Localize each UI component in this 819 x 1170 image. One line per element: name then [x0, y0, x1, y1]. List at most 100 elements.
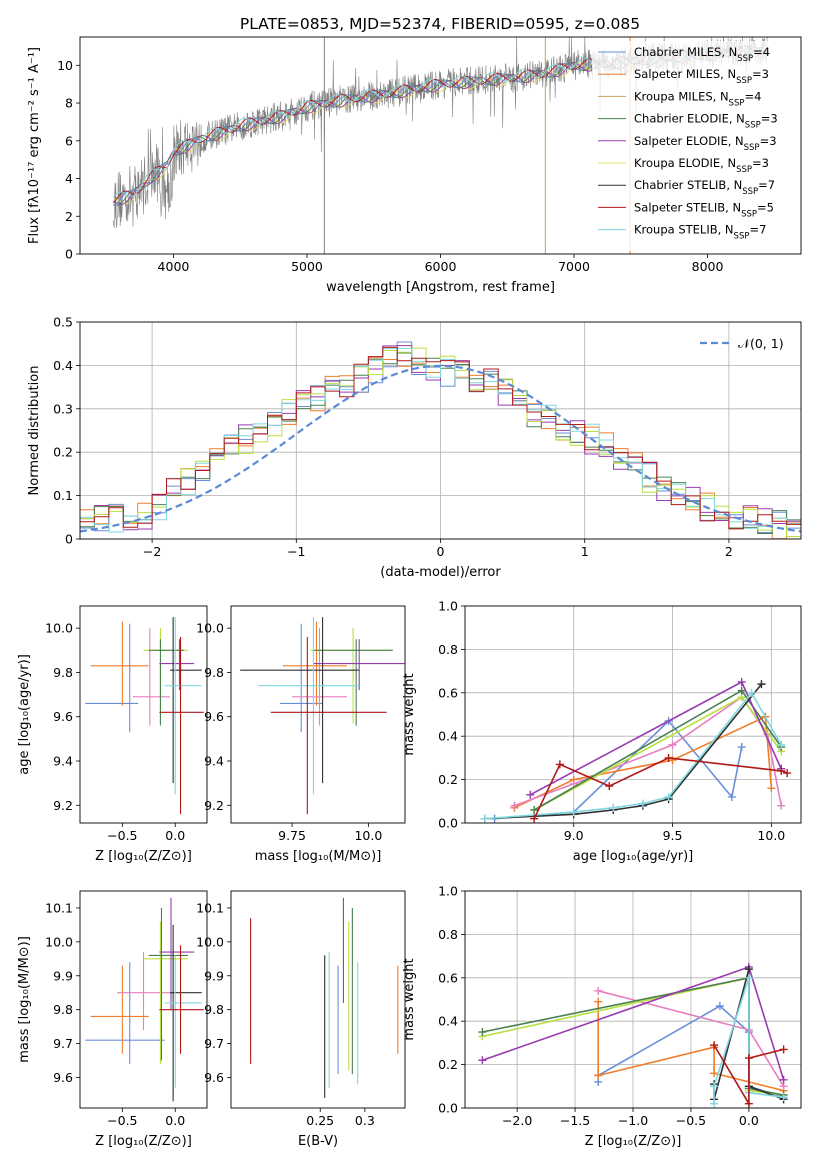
y-tick-label: 1.0 — [438, 599, 458, 614]
legend-subscript: SSP — [734, 232, 750, 242]
y-tick-label: 0.0 — [438, 1101, 458, 1116]
figure-title: PLATE=0853, MJD=52374, FIBERID=0595, z=0… — [240, 15, 640, 33]
y-tick-label: 9.8 — [53, 1002, 73, 1017]
panel-spectrum: 4000 5000 6000 7000 8000 0 2 4 6 8 10 wavelength [A… — [27, 36, 802, 295]
y-tick-label: 10.0 — [196, 621, 224, 636]
x-axis-label: Z [log₁₀(Z/Z⊙)] — [95, 849, 192, 864]
gaussian-reference-line — [80, 364, 801, 533]
x-tick-label: −1 — [287, 544, 305, 559]
x-tick-label: −2.0 — [502, 1113, 532, 1128]
mass-weight-marker — [478, 1056, 487, 1065]
axes-frame — [79, 605, 208, 824]
mass-weight-marker — [594, 1071, 603, 1080]
y-tick-label: 9.8 — [53, 665, 73, 680]
y-tick-label: 8 — [65, 96, 73, 111]
y-tick-label: 9.2 — [204, 798, 224, 813]
mass-weight-marker — [744, 973, 753, 982]
legend-value: =5 — [757, 200, 774, 214]
x-tick-label: 10.0 — [757, 828, 785, 843]
x-axis-label: mass [log₁₀(M/M⊙)] — [255, 849, 382, 864]
y-tick-label: 9.8 — [204, 1002, 224, 1017]
x-tick-label: −2 — [143, 544, 161, 559]
y-tick-label: 0.6 — [438, 970, 458, 985]
y-tick-label: 0.2 — [438, 1057, 458, 1072]
mass-weight-marker — [594, 997, 603, 1006]
mass-weight-marker — [569, 808, 578, 817]
x-tick-label: −0.5 — [107, 1113, 137, 1128]
mass-weight-marker — [783, 769, 792, 778]
y-tick-label: 0 — [65, 247, 73, 262]
y-tick-label: 9.9 — [204, 968, 224, 983]
y-tick-label: 9.6 — [53, 1070, 73, 1085]
y-tick-label: 9.7 — [53, 1036, 73, 1051]
y-tick-label: 9.6 — [53, 709, 73, 724]
legend-value: =3 — [752, 156, 769, 170]
y-axis-label: mass weight — [402, 958, 417, 1040]
y-tick-label: 10 — [57, 58, 73, 73]
mass-weight-marker — [609, 803, 618, 812]
mass-weight-marker — [737, 743, 746, 752]
mass-weight-marker — [744, 1054, 753, 1063]
y-tick-label: 10.0 — [45, 621, 73, 636]
mass-weight-marker — [638, 799, 647, 808]
y-tick-label: 9.2 — [53, 798, 73, 813]
panel-mass_vs_Z: −0.5 0.0 9.6 9.7 9.8 9.9 10.0 10.1 Z [log₁₀(Z/Z⊙… — [17, 890, 208, 1149]
residual-histogram-kroupa_stelib — [80, 347, 801, 533]
plot-area — [480, 677, 792, 823]
x-axis-label: (data-model)/error — [380, 565, 501, 580]
y-tick-label: 0.8 — [438, 642, 458, 657]
x-tick-label: 0.0 — [165, 828, 185, 843]
mass-weight-marker — [710, 1041, 719, 1050]
legend-value: =4 — [744, 89, 761, 103]
legend-subscript: SSP — [744, 143, 760, 153]
x-tick-label: 4000 — [158, 259, 190, 274]
x-tick-label: −1.0 — [618, 1113, 648, 1128]
mass-weight-marker — [747, 688, 756, 697]
mass-weight-line-pink — [514, 695, 782, 807]
panel-mass_weight_vs_Z: −2.0 −1.5 −1.0 −0.5 0.0 0.0 0.2 0.4 0.6 0.8 1.0 Z [… — [402, 884, 802, 1149]
mass-weight-line-chabrier_miles — [494, 719, 743, 820]
y-tick-label: 4 — [65, 171, 73, 186]
x-axis-label: age [log₁₀(age/yr)] — [573, 849, 694, 864]
mass-weight-marker — [715, 1002, 724, 1011]
y-tick-label: 9.6 — [204, 1070, 224, 1085]
x-tick-label: 0.0 — [165, 1113, 185, 1128]
mass-weight-marker — [605, 782, 614, 791]
y-tick-label: 6 — [65, 133, 73, 148]
y-tick-label: 9.4 — [53, 754, 73, 769]
y-tick-label: 0.1 — [53, 488, 73, 503]
legend-value: =3 — [761, 112, 778, 126]
legend-subscript: SSP — [737, 54, 753, 64]
x-tick-label: 6000 — [425, 259, 457, 274]
y-tick-label: 0 — [65, 532, 73, 547]
legend-subscript: SSP — [736, 165, 752, 175]
legend-value: =7 — [749, 223, 766, 237]
mass-weight-marker — [779, 1045, 788, 1054]
y-tick-label: 0.4 — [53, 358, 73, 373]
y-tick-label: 1.0 — [438, 884, 458, 899]
x-tick-label: −0.5 — [107, 828, 137, 843]
y-tick-label: 0.3 — [53, 401, 73, 416]
plot-area — [240, 617, 405, 815]
plot-area — [85, 897, 204, 1102]
mass-weight-marker — [480, 814, 489, 823]
legend-subscript: SSP — [729, 98, 745, 108]
plot-area — [80, 341, 801, 539]
y-tick-label: 9.9 — [53, 968, 73, 983]
x-axis-label: wavelength [Angstrom, rest frame] — [326, 280, 555, 295]
legend-subscript: SSP — [745, 121, 761, 131]
x-tick-label: −1.5 — [560, 1113, 590, 1128]
mass-weight-marker — [555, 760, 564, 769]
mass-weight-line-lime — [533, 696, 782, 811]
y-tick-label: 10.1 — [196, 900, 224, 915]
plot-area — [85, 617, 204, 815]
x-tick-label: 0.3 — [355, 1113, 375, 1128]
mass-weight-marker — [526, 790, 535, 799]
x-tick-label: 1 — [581, 544, 589, 559]
y-axis-label: age [log₁₀(age/yr)] — [17, 654, 32, 775]
y-tick-label: 0.0 — [438, 816, 458, 831]
axes-frame — [464, 605, 802, 824]
mass-weight-marker — [530, 805, 539, 814]
x-axis-label: Z [log₁₀(Z/Z⊙)] — [95, 1134, 192, 1149]
